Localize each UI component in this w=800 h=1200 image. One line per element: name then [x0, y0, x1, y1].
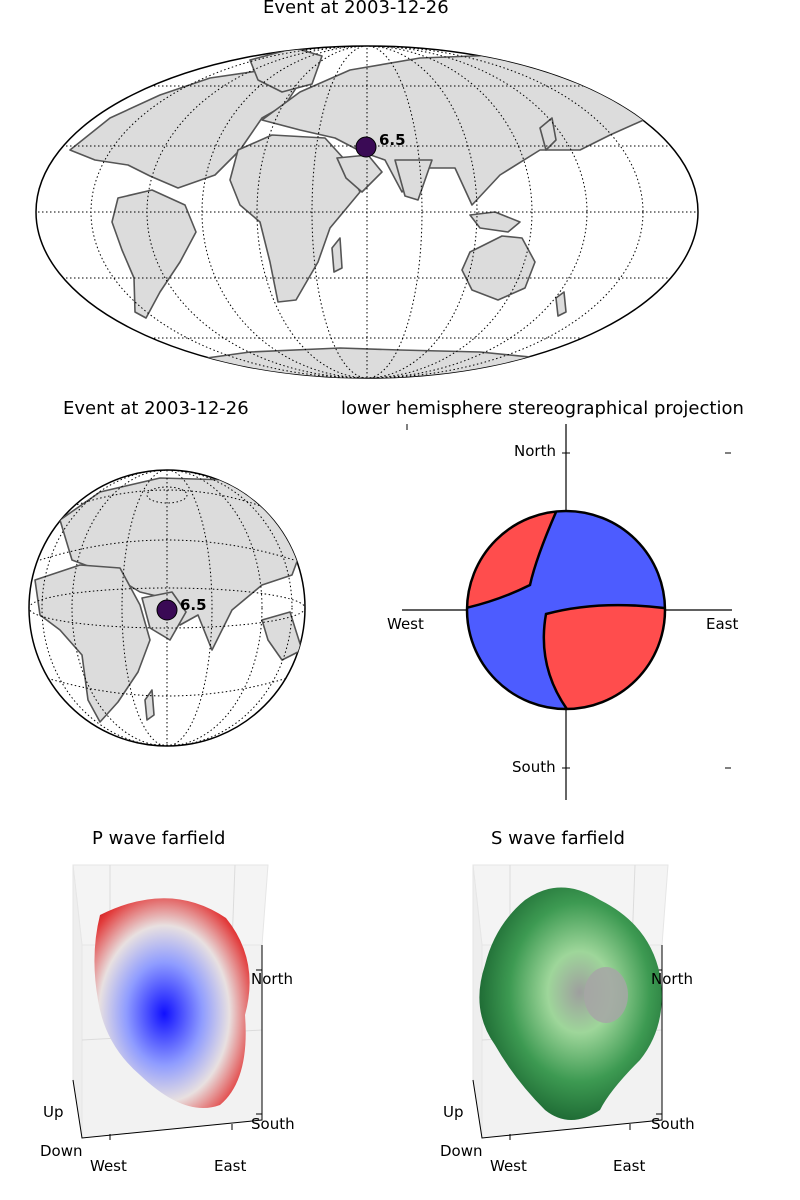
s-wave-radiation-surface [479, 887, 662, 1120]
globe-event-magnitude: 6.5 [180, 596, 207, 614]
world-map [35, 45, 699, 379]
p-wave-title: P wave farfield [92, 828, 226, 849]
p-wave-west-label: West [90, 1157, 127, 1175]
beachball-north-label: North [514, 442, 556, 460]
s-wave-south-label: South [651, 1115, 695, 1133]
world-event-magnitude: 6.5 [379, 131, 406, 149]
p-wave-plot [72, 864, 269, 1140]
s-wave-title: S wave farfield [491, 828, 625, 849]
beachball-south-label: South [512, 758, 556, 776]
globe-graticule [29, 470, 305, 746]
p-wave-south-label: South [251, 1115, 295, 1133]
p-wave-down-label: Down [40, 1142, 83, 1160]
p-wave-radiation-surface [94, 898, 250, 1109]
s-wave-west-label: West [490, 1157, 527, 1175]
beachball-title: lower hemisphere stereographical project… [341, 398, 744, 419]
globe-map-title: Event at 2003-12-26 [63, 398, 249, 419]
beachball-east-label: East [706, 615, 739, 633]
s-wave-plot [472, 864, 669, 1140]
s-wave-east-label: East [613, 1157, 646, 1175]
p-wave-east-label: East [214, 1157, 247, 1175]
s-wave-down-label: Down [440, 1142, 483, 1160]
globe-map [28, 469, 306, 747]
beachball-plot [402, 424, 732, 800]
world-map-title: Event at 2003-12-26 [263, 0, 449, 18]
beachball-sphere [465, 509, 667, 711]
beachball-west-label: West [387, 615, 424, 633]
p-wave-up-label: Up [43, 1103, 64, 1121]
world-event-marker [355, 136, 377, 158]
s-wave-north-label: North [651, 970, 693, 988]
compression-quadrant-se [542, 602, 665, 709]
globe-event-marker [156, 599, 178, 621]
world-graticule [36, 46, 698, 378]
p-wave-north-label: North [251, 970, 293, 988]
s-wave-up-label: Up [443, 1103, 464, 1121]
